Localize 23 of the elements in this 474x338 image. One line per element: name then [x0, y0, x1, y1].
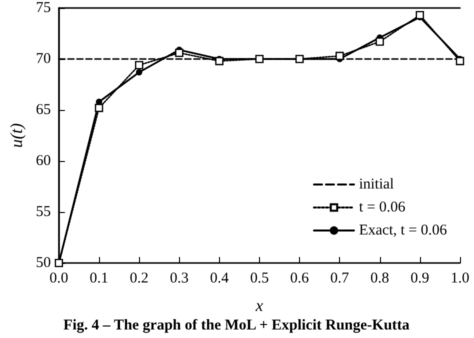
x-tick-label: 0.4	[210, 270, 230, 286]
y-tick-label: 55	[36, 204, 51, 220]
x-tick-label: 0.0	[50, 270, 68, 286]
x-tick-label: 0.1	[90, 270, 108, 286]
x-axis-title: x	[254, 296, 264, 315]
x-tick-label: 0.6	[290, 270, 310, 286]
y-tick-label: 50	[36, 255, 51, 271]
x-tick-label: 0.9	[410, 270, 430, 286]
y-tick-label: 65	[36, 102, 51, 118]
y-tick-label: 75	[36, 0, 51, 16]
y-tick-label: 60	[36, 153, 51, 169]
y-axis-title: u(t)	[7, 122, 26, 148]
x-tick-label: 0.2	[130, 270, 148, 286]
x-tick-label: 0.7	[330, 270, 350, 286]
y-tick-label: 70	[36, 51, 51, 67]
x-tick-label: 0.3	[170, 270, 189, 286]
legend-label: initial	[358, 176, 394, 192]
x-tick-label: 0.8	[370, 270, 390, 286]
caption: Fig. 4 – The graph of the MoL + Explicit Runge-Kutta	[63, 318, 410, 334]
x-tick-label: 0.5	[250, 270, 269, 286]
legend-label: t = 0.06	[358, 200, 406, 216]
x-tick-label: 1.0	[450, 270, 470, 286]
legend-label: Exact, t = 0.06	[358, 222, 448, 238]
